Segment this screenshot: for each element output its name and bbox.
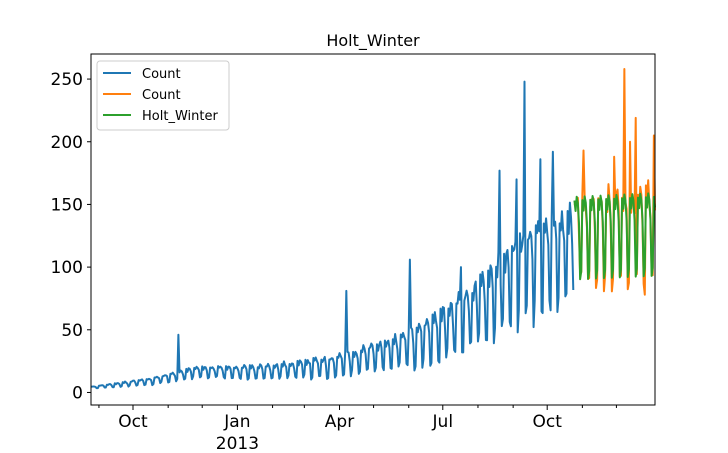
legend-label-count-2: Count [142, 88, 181, 103]
x-tick-label: Oct [118, 412, 148, 432]
legend-label-count-1: Count [142, 67, 181, 82]
plot-area [90, 68, 656, 390]
x-tick-label: Apr [325, 412, 354, 432]
y-tick-label: 50 [61, 321, 83, 341]
x-tick-label: Jan [223, 412, 250, 432]
legend: Count Count Holt_Winter [96, 60, 230, 131]
legend-label-holt-winter: Holt_Winter [142, 109, 218, 124]
legend-box [96, 60, 230, 131]
x-axis: Oct Jan 2013 Apr Jul Oct [98, 405, 617, 453]
y-tick-label: 150 [51, 195, 83, 215]
series-line-holt-winter-3 [573, 192, 656, 281]
chart-title: Holt_Winter [326, 31, 420, 51]
y-tick-label: 0 [72, 383, 83, 403]
y-tick-label: 250 [51, 70, 83, 90]
x-tick-label: Oct [532, 412, 562, 432]
y-axis: 0 50 100 150 200 250 [51, 70, 91, 403]
y-tick-label: 200 [51, 133, 83, 153]
x-tick-label: Jul [432, 412, 454, 432]
x-tick-sublabel: 2013 [216, 434, 259, 453]
y-tick-label: 100 [51, 258, 83, 278]
axes-frame [90, 53, 656, 406]
series-line-count-1 [90, 80, 575, 390]
